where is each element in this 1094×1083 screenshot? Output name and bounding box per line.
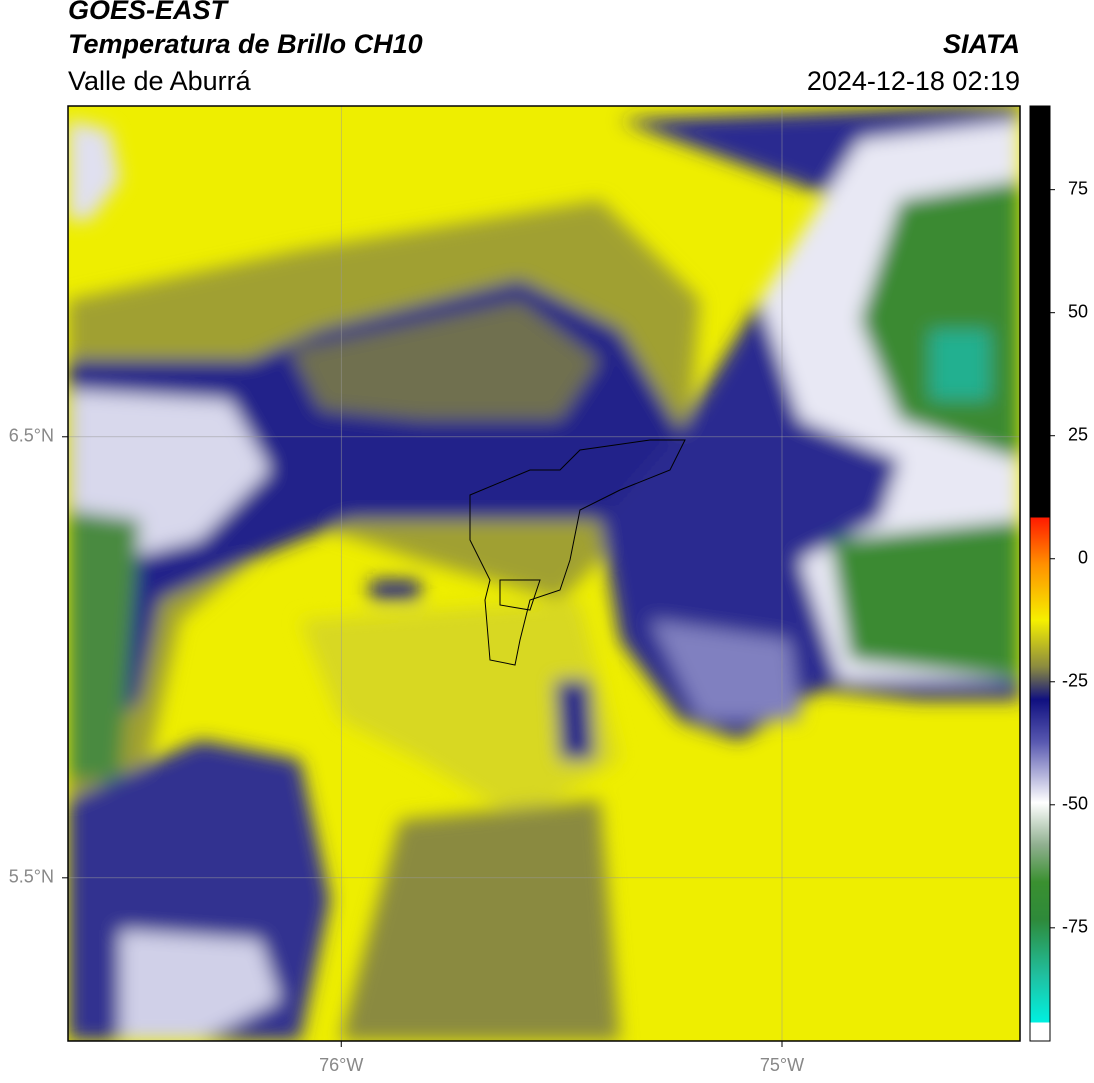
- colorbar-tick-label: 50: [1068, 301, 1088, 321]
- source: SIATA: [943, 29, 1020, 59]
- colorbar-tick-label: 25: [1068, 424, 1088, 444]
- satellite-image: [68, 106, 1020, 1041]
- valley-boundary: [469, 439, 686, 666]
- subtitle: Temperatura de Brillo CH10: [68, 29, 423, 59]
- colorbar-tick-label: -25: [1062, 671, 1088, 691]
- map-frame: [67, 105, 1021, 1042]
- x-tick-label: 76°W: [319, 1055, 363, 1075]
- colorbar-tick-label: 0: [1078, 547, 1088, 567]
- region: Valle de Aburrá: [68, 66, 252, 96]
- timestamp: 2024-12-18 02:19: [807, 66, 1020, 96]
- title: GOES-EAST: [68, 0, 230, 25]
- y-tick-label: 6.5°N: [9, 426, 54, 446]
- colorbar-tick-label: -50: [1062, 794, 1088, 814]
- colorbar-tick-label: 75: [1068, 178, 1088, 198]
- colorbar: [1029, 105, 1051, 1042]
- y-tick-label: 5.5°N: [9, 867, 54, 887]
- x-tick-label: 75°W: [760, 1055, 804, 1075]
- colorbar-tick-label: -75: [1062, 917, 1088, 937]
